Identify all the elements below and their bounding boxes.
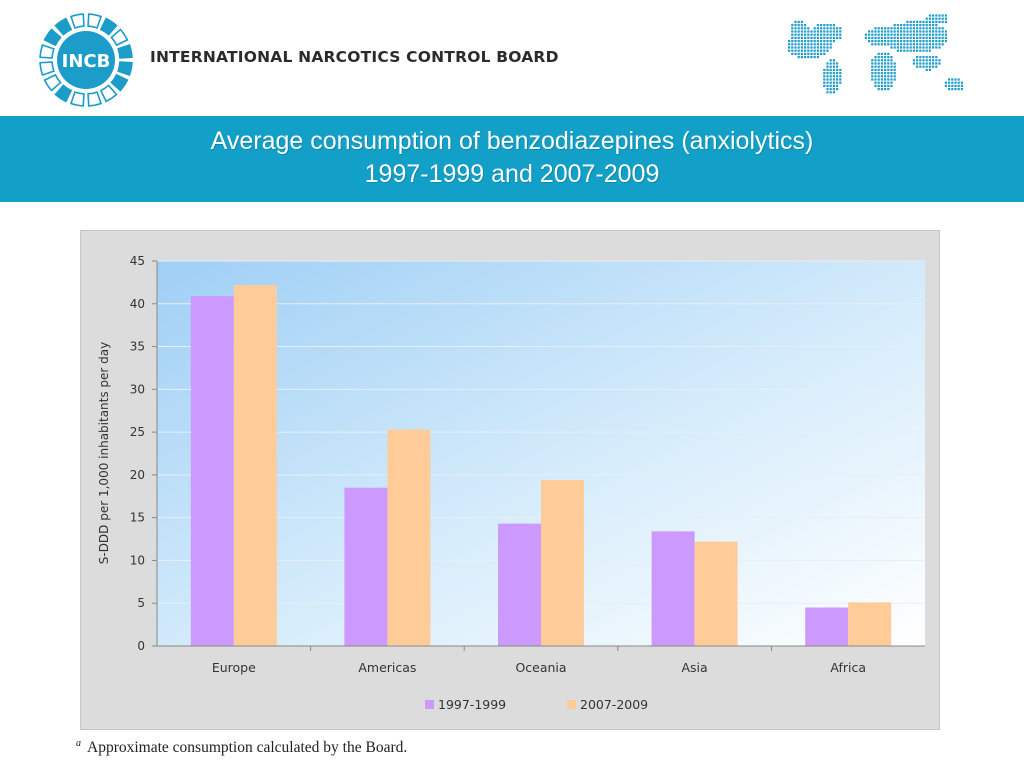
bar-2007-2009-africa (848, 602, 892, 646)
slide-title-band: Average consumption of benzodiazepines (… (0, 116, 1024, 202)
y-tick-label: 5 (137, 596, 145, 610)
bar-1997-1999-asia (651, 531, 695, 646)
x-category-label: Africa (830, 660, 866, 675)
y-tick-label: 35 (130, 340, 145, 354)
y-tick-label: 25 (130, 425, 145, 439)
logo-segment (87, 91, 103, 107)
bar-2007-2009-asia (694, 541, 738, 646)
logo-segment (43, 73, 62, 92)
logo-segment (99, 84, 118, 103)
axes: 0 5 10 15 20 25 30 35 40 45 Europe Americas Oceania A… (130, 254, 925, 675)
slide-title-line-2: 1997-1999 and 2007-2009 (364, 160, 660, 188)
logo-segment (117, 43, 133, 59)
y-axis-title: S-DDD per 1,000 inhabitants per day (97, 342, 111, 565)
y-tick-label: 30 (130, 382, 145, 396)
slide-title-line-1: Average consumption of benzodiazepines (… (210, 127, 814, 155)
legend-label: 2007-2009 (580, 697, 648, 712)
logo-segment (110, 73, 129, 92)
x-category-label: Europe (212, 660, 256, 675)
logo-ring (39, 13, 133, 107)
logo-segment (39, 61, 55, 77)
bar-1997-1999-europe (190, 296, 234, 646)
footnote-marker: a (76, 738, 81, 749)
bar-1997-1999-africa (805, 607, 849, 646)
logo-segment (117, 61, 133, 77)
bar-2007-2009-oceania (541, 480, 584, 646)
x-category-label: Asia (681, 660, 707, 675)
logo-segment (39, 43, 55, 59)
bar-chart: 0 5 10 15 20 25 30 35 40 45 Europe Americas Oceania A… (81, 231, 939, 729)
logo-text: INCB (62, 51, 111, 72)
world-map-icon (788, 14, 963, 94)
logo-segment (110, 28, 129, 47)
y-tick-label: 0 (137, 639, 145, 653)
y-tick-label: 40 (130, 297, 145, 311)
logo-segment (43, 28, 62, 47)
logo-segment (99, 17, 118, 36)
logo-segment (69, 13, 85, 29)
logo-segment (69, 91, 85, 107)
bar-1997-1999-oceania (498, 523, 541, 646)
y-tick-label: 45 (130, 254, 145, 268)
x-category-label: Americas (358, 660, 416, 675)
incb-logo: INCB (39, 13, 133, 107)
y-tick-label: 15 (130, 511, 145, 525)
logo-segment (54, 84, 73, 103)
legend-label: 1997-1999 (438, 697, 506, 712)
bar-1997-1999-americas (344, 487, 388, 646)
bars (190, 284, 892, 646)
y-tick-label: 10 (130, 553, 145, 567)
logo-segment (54, 17, 73, 36)
header: INCB INTERNATIONAL NARCOTICS CONTROL BOA… (0, 0, 1024, 116)
legend: 1997-1999 2007-2009 (425, 697, 648, 712)
y-tick-label: 20 (130, 468, 145, 482)
footnote: a Approximate consumption calculated by t… (76, 738, 407, 757)
logo-disc (57, 31, 115, 89)
legend-swatch (425, 700, 434, 709)
gridlines (157, 260, 925, 604)
x-category-label: Oceania (515, 660, 566, 675)
logo-segment (87, 13, 103, 29)
chart-frame: 0 5 10 15 20 25 30 35 40 45 Europe Americas Oceania A… (80, 230, 940, 730)
organization-name: INTERNATIONAL NARCOTICS CONTROL BOARD (150, 48, 559, 66)
footnote-text: Approximate consumption calculated by th… (87, 739, 408, 757)
bar-2007-2009-europe (233, 284, 277, 646)
bar-2007-2009-americas (387, 429, 431, 646)
legend-swatch (567, 700, 576, 709)
